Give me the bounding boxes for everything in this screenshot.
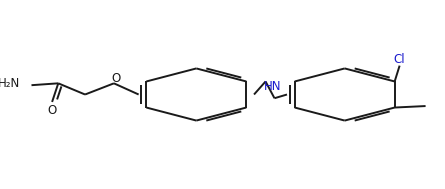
- Text: O: O: [111, 72, 121, 85]
- Text: Cl: Cl: [394, 53, 405, 66]
- Text: O: O: [48, 104, 57, 117]
- Text: HN: HN: [264, 80, 281, 93]
- Text: H₂N: H₂N: [0, 77, 20, 90]
